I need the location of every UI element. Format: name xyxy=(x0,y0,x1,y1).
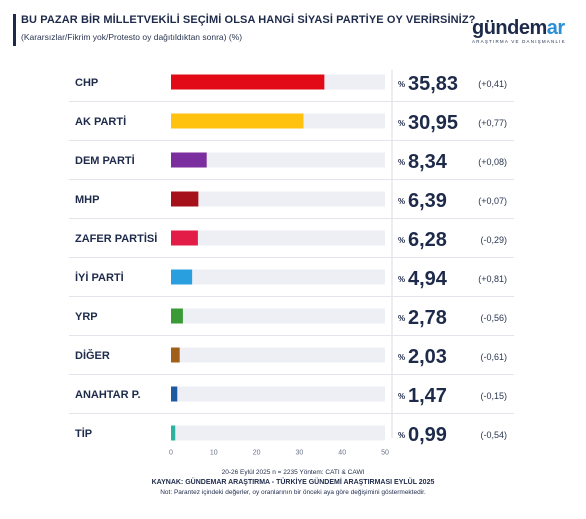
logo-text-accent: ar xyxy=(546,17,565,39)
chart-subtitle: (Kararsızlar/Fikrim yok/Protesto oy dağı… xyxy=(21,32,243,42)
change-label: (+0,08) xyxy=(478,157,507,167)
change-label: (-0,56) xyxy=(480,313,507,323)
bar-track xyxy=(171,386,385,402)
value-label: 6,39 xyxy=(408,190,447,212)
change-label: (+0,77) xyxy=(478,118,507,128)
category-label: AK PARTİ xyxy=(75,115,126,128)
value-label: 30,95 xyxy=(408,112,458,134)
bar xyxy=(171,386,178,402)
x-tick-label: 0 xyxy=(169,450,173,457)
gundemar-logo: gündemar ARAŞTIRMA VE DANIŞMANLIK xyxy=(472,18,580,48)
bar-track xyxy=(171,152,385,168)
percent-sign: % xyxy=(398,80,405,89)
x-tick-label: 10 xyxy=(210,450,218,457)
footer-source: KAYNAK: GÜNDEMAR ARAŞTIRMA - TÜRKİYE GÜN… xyxy=(151,479,435,486)
footer-note: Not: Parantez içindeki değerler, oy oran… xyxy=(160,489,426,496)
bar xyxy=(171,74,325,90)
bar-track xyxy=(171,269,385,285)
x-tick-label: 30 xyxy=(296,450,304,457)
value-label: 2,78 xyxy=(408,307,447,329)
category-label: TİP xyxy=(75,427,92,440)
bar xyxy=(171,191,199,207)
logo-text-main: gündem xyxy=(472,17,547,39)
bar-track xyxy=(171,347,385,363)
chart-title: BU PAZAR BİR MİLLETVEKİLİ SEÇİMİ OLSA HA… xyxy=(21,14,476,26)
percent-sign: % xyxy=(398,275,405,284)
bar-track xyxy=(171,308,385,324)
percent-sign: % xyxy=(398,119,405,128)
footer-method: 20-26 Eylül 2025 n = 2235 Yöntem: CATI &… xyxy=(221,469,365,476)
value-label: 2,03 xyxy=(408,346,447,368)
bar xyxy=(171,425,176,441)
bar-track xyxy=(171,425,385,441)
logo-tagline: ARAŞTIRMA VE DANIŞMANLIK xyxy=(472,39,566,44)
change-label: (-0,29) xyxy=(480,235,507,245)
percent-sign: % xyxy=(398,197,405,206)
category-label: DEM PARTİ xyxy=(75,154,135,167)
percent-sign: % xyxy=(398,236,405,245)
bar xyxy=(171,308,183,324)
x-tick-label: 40 xyxy=(338,450,346,457)
percent-sign: % xyxy=(398,392,405,401)
category-label: CHP xyxy=(75,77,98,89)
bar xyxy=(171,152,207,168)
bar-track xyxy=(171,191,385,207)
category-label: DİĞER xyxy=(75,349,110,362)
category-label: MHP xyxy=(75,194,99,206)
title-accent-bar xyxy=(13,14,16,46)
value-label: 1,47 xyxy=(408,385,447,407)
category-label: ANAHTAR P. xyxy=(75,389,141,401)
change-label: (+0,81) xyxy=(478,274,507,284)
bar xyxy=(171,113,304,129)
category-label: YRP xyxy=(75,311,98,323)
footer: 20-26 Eylül 2025 n = 2235 Yöntem: CATI &… xyxy=(0,468,586,498)
percent-sign: % xyxy=(398,353,405,362)
change-label: (+0,07) xyxy=(478,196,507,206)
value-label: 6,28 xyxy=(408,229,447,251)
bar xyxy=(171,230,198,246)
change-label: (-0,54) xyxy=(480,430,507,440)
value-label: 0,99 xyxy=(408,424,447,446)
value-label: 8,34 xyxy=(408,151,448,173)
category-label: ZAFER PARTİSİ xyxy=(75,232,157,245)
change-label: (-0,61) xyxy=(480,352,507,362)
logo-wordmark: gündemar xyxy=(472,18,580,38)
x-tick-label: 20 xyxy=(253,450,261,457)
percent-sign: % xyxy=(398,431,405,440)
bar xyxy=(171,347,180,363)
value-label: 4,94 xyxy=(408,268,448,290)
change-label: (-0,15) xyxy=(480,391,507,401)
percent-sign: % xyxy=(398,158,405,167)
value-label: 35,83 xyxy=(408,73,458,95)
bar-track xyxy=(171,230,385,246)
bar xyxy=(171,269,193,285)
percent-sign: % xyxy=(398,314,405,323)
x-tick-label: 50 xyxy=(381,450,389,457)
category-label: İYİ PARTİ xyxy=(75,271,124,284)
change-label: (+0,41) xyxy=(478,79,507,89)
